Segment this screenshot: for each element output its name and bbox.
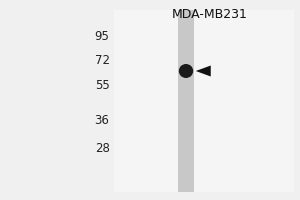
Text: 28: 28 [94,142,110,154]
Text: 72: 72 [94,53,110,66]
Text: 36: 36 [94,114,110,127]
Bar [178,10,194,192]
Text: 95: 95 [94,29,110,43]
Bar [114,10,294,192]
Text: 55: 55 [95,79,110,92]
Text: MDA-MB231: MDA-MB231 [172,8,248,21]
Polygon shape [196,66,211,76]
Ellipse shape [179,64,193,78]
